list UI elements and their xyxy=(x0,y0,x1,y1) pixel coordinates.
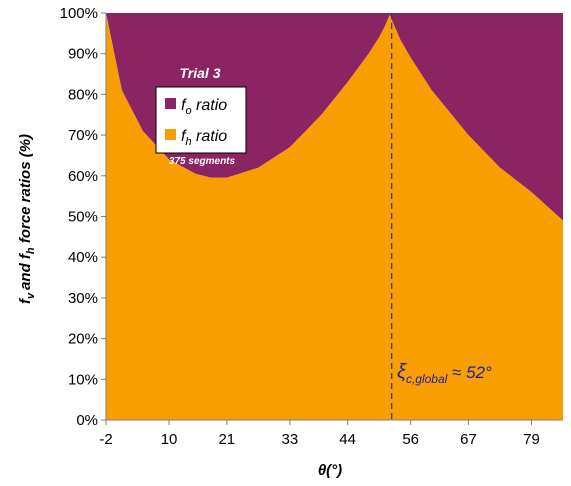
annotation-xi: ξc,global ≈ 52° xyxy=(397,361,492,386)
y-tick-label: 70% xyxy=(68,127,98,144)
y-tick-label: 0% xyxy=(76,412,98,429)
x-tick-label: 44 xyxy=(339,431,356,448)
plot-area xyxy=(105,13,563,421)
x-axis-ticks: -2 10 21 33 44 56 67 79 xyxy=(99,420,540,448)
legend-swatch-fo xyxy=(165,98,176,109)
x-tick-label: 33 xyxy=(282,431,299,448)
legend-title: Trial 3 xyxy=(180,65,221,81)
y-tick-label: 80% xyxy=(68,86,98,103)
legend-note: 375 segments xyxy=(169,156,236,167)
y-tick-label: 40% xyxy=(68,249,98,266)
y-tick-label: 100% xyxy=(60,5,98,22)
x-tick-label: 21 xyxy=(218,431,235,448)
x-axis-title: θ(°) xyxy=(318,462,342,479)
legend: Trial 3 fo ratio fh ratio 375 segments xyxy=(155,65,247,167)
legend-label-fh: fh ratio xyxy=(181,128,227,148)
y-axis-title: fvand fh force ratios (%) xyxy=(17,134,37,304)
y-tick-label: 90% xyxy=(68,46,98,63)
x-tick-label: 10 xyxy=(161,431,178,448)
y-tick-label: 30% xyxy=(68,290,98,307)
x-tick-label: 67 xyxy=(460,431,477,448)
y-tick-label: 60% xyxy=(68,168,98,185)
series-area-fh xyxy=(106,13,563,420)
series-area-fo xyxy=(106,13,563,221)
x-tick-label: -2 xyxy=(99,431,112,448)
y-tick-label: 10% xyxy=(68,371,98,388)
x-tick-label: 79 xyxy=(523,431,540,448)
legend-swatch-fh xyxy=(165,129,176,140)
y-tick-label: 20% xyxy=(68,331,98,348)
y-tick-label: 50% xyxy=(68,209,98,226)
y-axis-ticks: 0% 10% 20% 30% 40% 50% 60% 70% 80% 90% 100% xyxy=(60,5,106,429)
legend-label-fo: fo ratio xyxy=(181,97,227,117)
x-tick-label: 56 xyxy=(402,431,419,448)
